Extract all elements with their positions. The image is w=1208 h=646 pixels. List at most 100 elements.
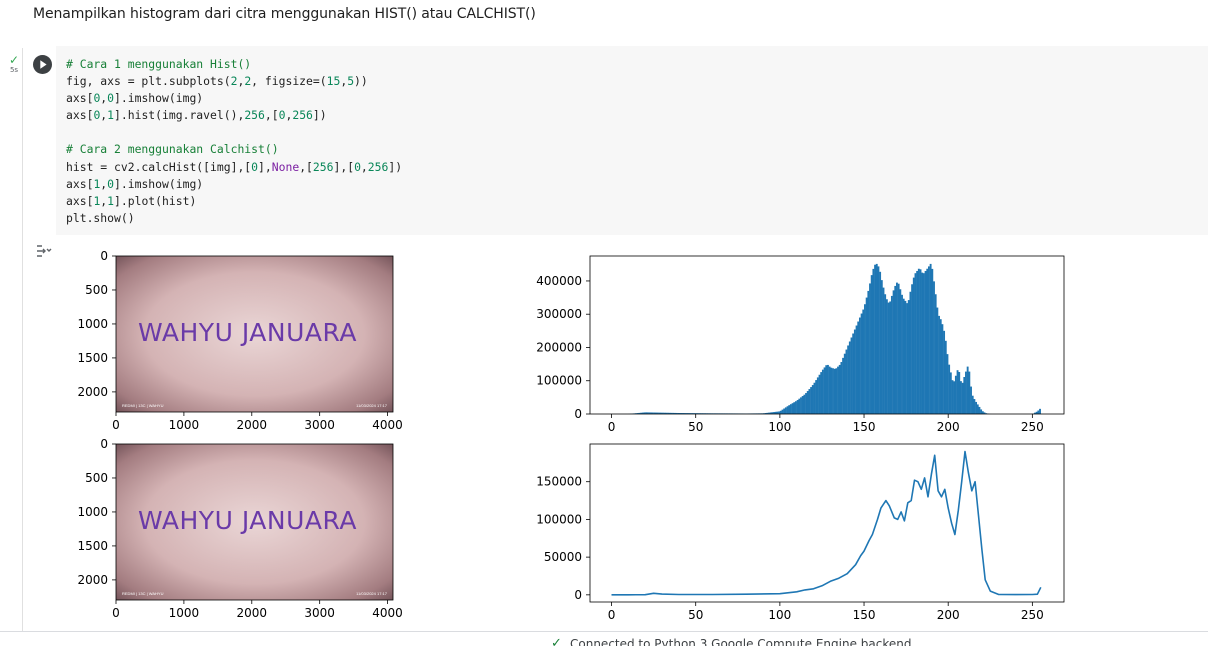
histogram-bar	[819, 375, 821, 414]
photo-handwriting: WAHYU JANUARA	[138, 318, 358, 347]
x-tick-label: 1000	[169, 418, 200, 432]
histogram-bar	[982, 411, 984, 414]
histogram-bar	[862, 310, 864, 414]
histogram-bar	[893, 290, 895, 414]
x-tick-label: 250	[1021, 420, 1044, 434]
x-tick-label: 50	[688, 420, 703, 434]
histogram-bar	[901, 295, 903, 414]
histogram-bar	[898, 284, 900, 414]
histogram-bar	[857, 322, 859, 414]
histogram-bar	[877, 266, 879, 414]
histogram-bar	[861, 314, 863, 414]
histogram-bar	[923, 273, 925, 414]
x-tick-label: 0	[112, 606, 120, 620]
histogram-bar	[962, 383, 964, 414]
histogram-bar	[840, 362, 842, 414]
x-tick-label: 3000	[304, 606, 335, 620]
x-tick-label: 4000	[372, 606, 403, 620]
histogram-bar	[881, 280, 883, 414]
histogram-bar	[832, 368, 834, 414]
photo-handwriting: WAHYU JANUARA	[138, 506, 358, 535]
x-tick-label: 4000	[372, 418, 403, 432]
histogram-bar	[889, 301, 891, 414]
histogram-bar	[792, 403, 794, 414]
x-tick-label: 3000	[304, 418, 335, 432]
histogram-bar	[940, 319, 942, 414]
histogram-bar	[846, 350, 848, 414]
run-cell-button[interactable]	[33, 55, 52, 74]
histogram-bar	[820, 372, 822, 414]
code-line: axs[0,1].hist(img.ravel(),256,[0,256])	[66, 107, 402, 124]
histogram-bar	[834, 369, 836, 414]
axes-frame	[590, 444, 1064, 602]
histogram-bar	[859, 318, 861, 414]
histogram-bar	[874, 265, 876, 414]
code-line	[66, 124, 402, 141]
status-bar: ✓ Connected to Python 3 Google Compute E…	[0, 631, 1208, 646]
histogram-bar	[879, 272, 881, 414]
photo-caption-right: 11/03/2024 17:17	[356, 591, 388, 596]
histogram-bar	[812, 385, 814, 414]
y-tick-label: 500	[85, 471, 108, 485]
x-tick-label: 100	[768, 420, 791, 434]
histogram-bar	[908, 300, 910, 414]
histogram-bar	[948, 365, 950, 414]
y-tick-label: 100000	[536, 512, 582, 526]
histogram-bar	[814, 383, 816, 414]
histogram-bar	[856, 326, 858, 414]
output-collapse-icon[interactable]	[33, 242, 53, 260]
y-tick-label: 1500	[77, 539, 108, 553]
histogram-bar	[925, 271, 927, 414]
histogram-bar	[803, 395, 805, 414]
histogram-bar	[888, 303, 890, 414]
x-tick-label: 0	[608, 420, 616, 434]
histogram-bar	[899, 289, 901, 414]
histogram-bar	[805, 393, 807, 414]
histogram-bar	[872, 269, 874, 414]
histogram-bar	[973, 399, 975, 414]
code-line: hist = cv2.calcHist([img],[0],None,[256]…	[66, 159, 402, 176]
histogram-bar	[842, 358, 844, 414]
histogram-bar	[884, 294, 886, 414]
histogram-line	[612, 452, 1041, 595]
histogram-bar	[785, 407, 787, 414]
histogram-bar	[970, 387, 972, 414]
histogram-bar	[950, 372, 952, 414]
histogram-bar	[938, 316, 940, 414]
histogram-bar	[783, 409, 785, 414]
histogram-bar	[957, 370, 959, 414]
histogram-bar	[958, 372, 960, 414]
histogram-bar	[975, 402, 977, 414]
histogram-bar	[827, 365, 829, 414]
code-line: axs[0,0].imshow(img)	[66, 90, 402, 107]
histogram-bar	[928, 266, 930, 414]
histogram-bar	[825, 365, 827, 414]
histogram-bar	[936, 308, 938, 414]
histogram-bar	[802, 396, 804, 414]
code-line: plt.show()	[66, 210, 402, 227]
histogram-bar	[886, 299, 888, 414]
play-icon	[33, 55, 52, 74]
histogram-bar	[926, 269, 928, 414]
y-tick-label: 0	[100, 437, 108, 451]
histogram-bar	[968, 372, 970, 414]
histogram-bar	[797, 400, 799, 414]
y-tick-label: 500	[85, 283, 108, 297]
x-tick-label: 2000	[237, 606, 268, 620]
code-editor[interactable]: # Cara 1 menggunakan Hist()fig, axs = pl…	[56, 46, 1208, 235]
histogram-bar	[835, 368, 837, 414]
histogram-bar	[978, 407, 980, 414]
y-tick-label: 2000	[77, 573, 108, 587]
histogram-bar	[916, 271, 918, 414]
y-tick-label: 200000	[536, 340, 582, 354]
histogram-bar	[952, 380, 954, 414]
y-tick-label: 0	[574, 588, 582, 602]
histogram-bar	[808, 389, 810, 414]
histogram-bar	[824, 367, 826, 414]
x-tick-label: 150	[853, 608, 876, 622]
histogram-bar	[955, 376, 957, 414]
x-tick-label: 2000	[237, 418, 268, 432]
histogram-bar	[817, 377, 819, 414]
